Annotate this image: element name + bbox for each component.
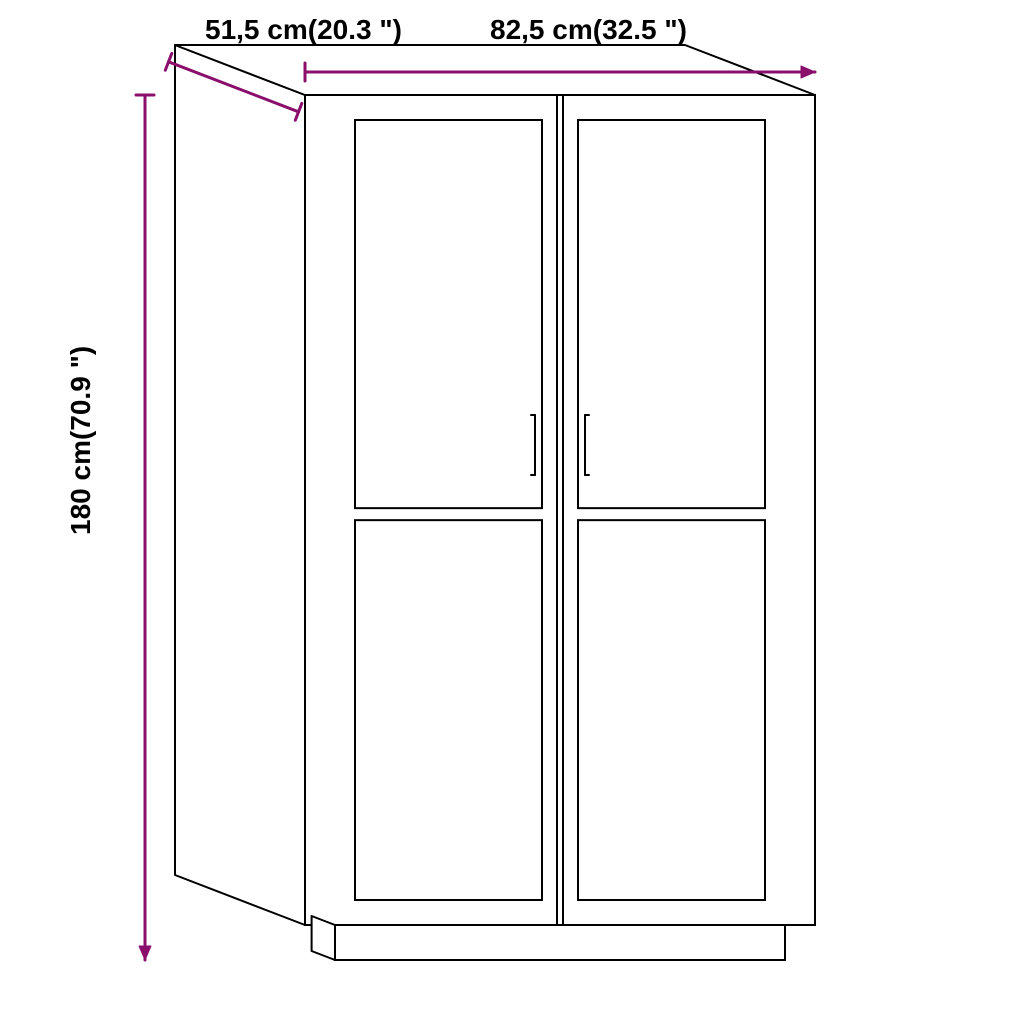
diagram-svg [0, 0, 1024, 1024]
height-label: 180 cm(70.9 ") [65, 346, 97, 535]
width-label: 82,5 cm(32.5 ") [490, 14, 687, 46]
dimension-diagram: 51,5 cm(20.3 ") 82,5 cm(32.5 ") 180 cm(7… [0, 0, 1024, 1024]
depth-label: 51,5 cm(20.3 ") [205, 14, 402, 46]
